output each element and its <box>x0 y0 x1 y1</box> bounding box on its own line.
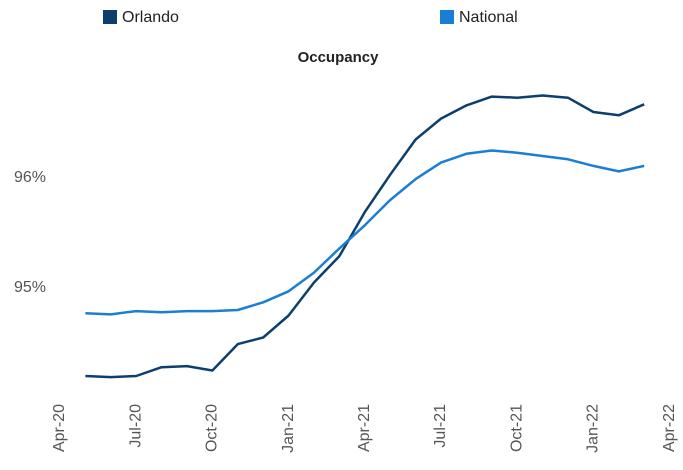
legend-label: National <box>459 9 518 26</box>
x-tick-label: Jul-21 <box>432 404 449 448</box>
y-tick-label: 95% <box>14 279 46 296</box>
x-tick-label: Jan-22 <box>585 404 602 453</box>
x-tick-label: Oct-20 <box>204 404 221 452</box>
y-tick-label: 96% <box>14 169 46 186</box>
x-tick-label: Jul-20 <box>127 404 144 448</box>
x-tick-label: Apr-22 <box>661 404 678 452</box>
x-tick-label: Jan-21 <box>280 404 297 453</box>
series-line <box>85 94 645 379</box>
series-line <box>85 149 645 316</box>
chart-title: Occupancy <box>298 49 380 66</box>
x-tick-label: Apr-21 <box>356 404 373 452</box>
x-tick-label: Apr-20 <box>51 404 68 452</box>
x-tick-label: Oct-21 <box>508 404 525 452</box>
legend-swatch <box>103 10 117 24</box>
legend-label: Orlando <box>122 9 179 26</box>
legend-swatch <box>440 10 454 24</box>
